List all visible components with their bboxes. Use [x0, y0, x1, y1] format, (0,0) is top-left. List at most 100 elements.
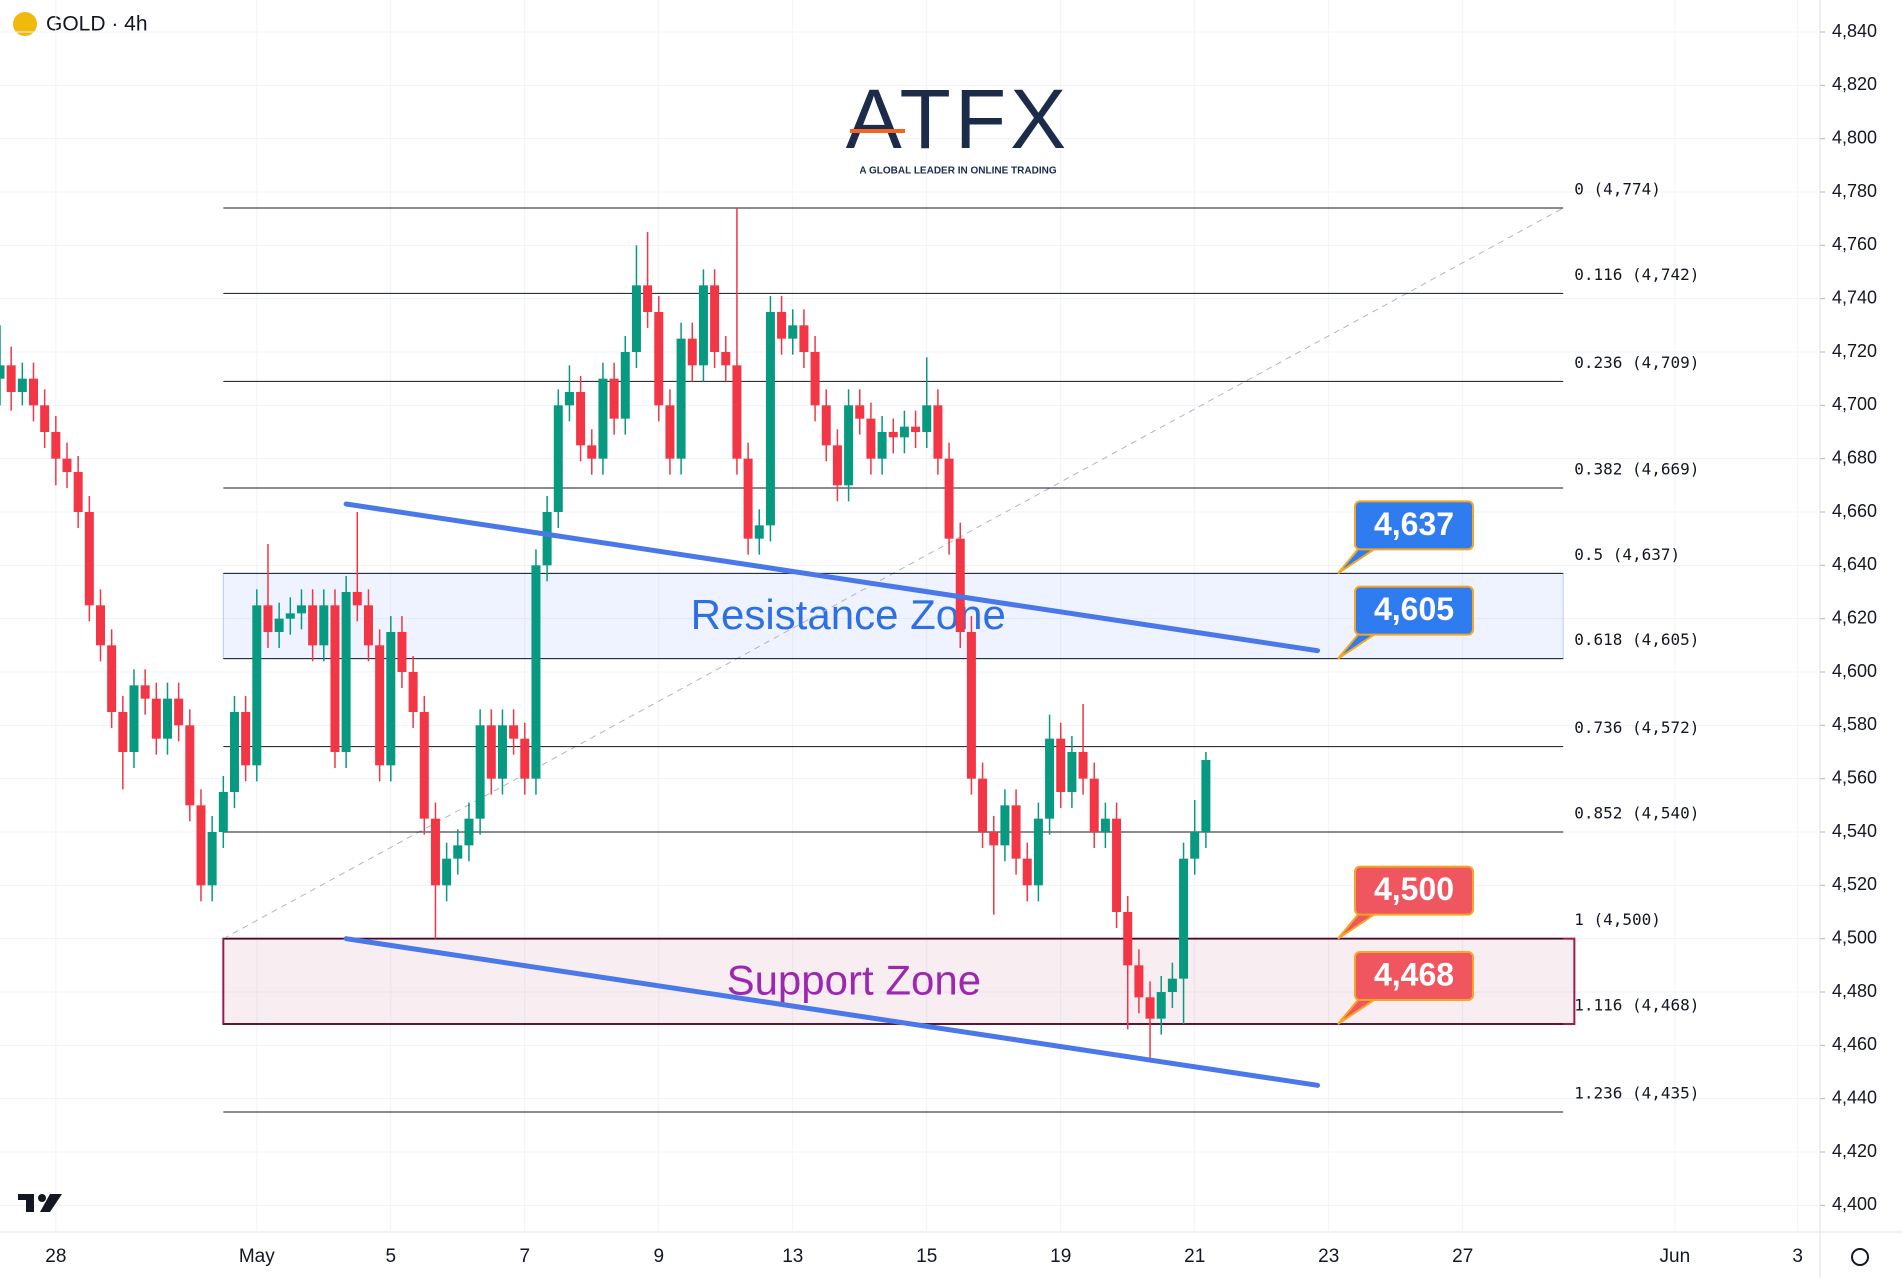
- y-tick-label: 4,640: [1832, 554, 1877, 574]
- y-tick-label: 4,780: [1832, 181, 1877, 201]
- fib-label: 0.382 (4,669): [1574, 460, 1699, 479]
- trendline: [343, 501, 1321, 654]
- candle-body: [486, 725, 496, 779]
- y-tick-label: 4,800: [1832, 127, 1877, 147]
- price-tag-label: 4,605: [1374, 591, 1454, 627]
- candle-body: [855, 405, 865, 419]
- x-tick-label: 9: [653, 1246, 664, 1267]
- candle-body: [1112, 818, 1122, 912]
- candle-body: [922, 405, 932, 432]
- candle-body: [899, 426, 909, 438]
- fib-label: 0.618 (4,605): [1574, 630, 1699, 649]
- candle-body: [687, 338, 697, 366]
- candle-body: [1134, 965, 1144, 998]
- candle-body: [475, 725, 485, 819]
- settings-icon[interactable]: [1851, 1248, 1869, 1266]
- y-tick-label: 4,440: [1832, 1087, 1877, 1107]
- candle-body: [1190, 832, 1200, 859]
- candle-body: [229, 712, 239, 792]
- candle-body: [375, 645, 385, 766]
- candle-body: [252, 605, 262, 766]
- y-tick-label: 4,480: [1832, 981, 1877, 1001]
- candle-body: [1201, 760, 1211, 832]
- price-tag: [1354, 585, 1474, 636]
- price-tag-label: 4,468: [1374, 956, 1454, 992]
- x-tick-label: 27: [1452, 1246, 1473, 1267]
- candle-body: [1167, 978, 1177, 992]
- x-tick-label: 23: [1318, 1246, 1339, 1267]
- candle-body: [263, 605, 273, 632]
- candle-body: [531, 565, 541, 779]
- fib-label: 0.236 (4,709): [1574, 353, 1699, 372]
- candle-body: [62, 458, 72, 472]
- candle-body: [1123, 912, 1133, 966]
- candle-body: [274, 618, 284, 632]
- candle-body: [51, 432, 61, 459]
- candle-body: [732, 365, 742, 459]
- candle-body: [1056, 738, 1066, 792]
- fib-label: 0 (4,774): [1574, 180, 1661, 199]
- price-tag-label: 4,637: [1374, 506, 1454, 542]
- tv-logo-part: [38, 1194, 46, 1202]
- candle-body: [587, 445, 597, 459]
- candle-body: [352, 592, 362, 606]
- y-tick-label: 4,720: [1832, 341, 1877, 361]
- y-tick-label: 4,700: [1832, 394, 1877, 414]
- x-tick-label: 5: [386, 1246, 397, 1267]
- fib-label: 1.236 (4,435): [1574, 1084, 1699, 1103]
- candle-body: [698, 285, 708, 366]
- candle-body: [363, 605, 373, 646]
- fib-label: 0.5 (4,637): [1574, 545, 1680, 564]
- candle-body: [1022, 858, 1032, 886]
- y-tick-label: 4,420: [1832, 1141, 1877, 1161]
- candle-body: [285, 613, 295, 619]
- candle-body: [553, 405, 563, 512]
- y-tick-label: 4,580: [1832, 714, 1877, 734]
- zone-label: Resistance Zone: [691, 591, 1006, 638]
- candle-body: [933, 405, 943, 459]
- candle-body: [408, 672, 418, 712]
- candle-body: [777, 312, 787, 339]
- price-tag: [1354, 951, 1474, 1001]
- y-tick-label: 4,520: [1832, 874, 1877, 894]
- x-tick-label: 13: [782, 1246, 803, 1267]
- candle-body: [966, 632, 976, 779]
- candle-body: [643, 285, 653, 312]
- x-tick-label: May: [239, 1246, 275, 1267]
- candle-body: [564, 392, 574, 406]
- candle-body: [1145, 997, 1155, 1019]
- candle-body: [453, 845, 463, 859]
- candle-body: [0, 365, 5, 379]
- symbol-title: GOLD · 4h: [46, 13, 148, 36]
- y-tick-label: 4,500: [1832, 927, 1877, 947]
- fib-label: 1 (4,500): [1574, 910, 1661, 929]
- candle-body: [1011, 805, 1021, 859]
- candle-body: [788, 325, 798, 339]
- candle-body: [888, 432, 898, 438]
- fib-label: 0.736 (4,572): [1574, 718, 1699, 737]
- candle-body: [721, 352, 731, 366]
- tv-logo-part: [40, 1194, 62, 1212]
- candle-body: [419, 712, 429, 819]
- candle-body: [28, 378, 38, 406]
- candle-body: [84, 512, 94, 606]
- candle-body: [654, 312, 664, 406]
- zone-label: Support Zone: [727, 956, 982, 1003]
- candle-body: [944, 458, 954, 539]
- symbol-icon: [13, 12, 37, 36]
- y-tick-label: 4,620: [1832, 607, 1877, 627]
- y-tick-label: 4,600: [1832, 661, 1877, 681]
- candle-body: [73, 472, 83, 512]
- candle-body: [497, 725, 507, 779]
- candle-body: [866, 418, 876, 459]
- y-tick-label: 4,540: [1832, 821, 1877, 841]
- candle-body: [1078, 752, 1088, 779]
- candle-body: [765, 312, 775, 526]
- logo-name: ATFX: [846, 72, 1070, 166]
- fib-label: 0.852 (4,540): [1574, 804, 1699, 823]
- candle-body: [1100, 818, 1110, 832]
- candle-body: [911, 426, 921, 432]
- candle-body: [1179, 858, 1189, 979]
- candle-body: [319, 605, 329, 646]
